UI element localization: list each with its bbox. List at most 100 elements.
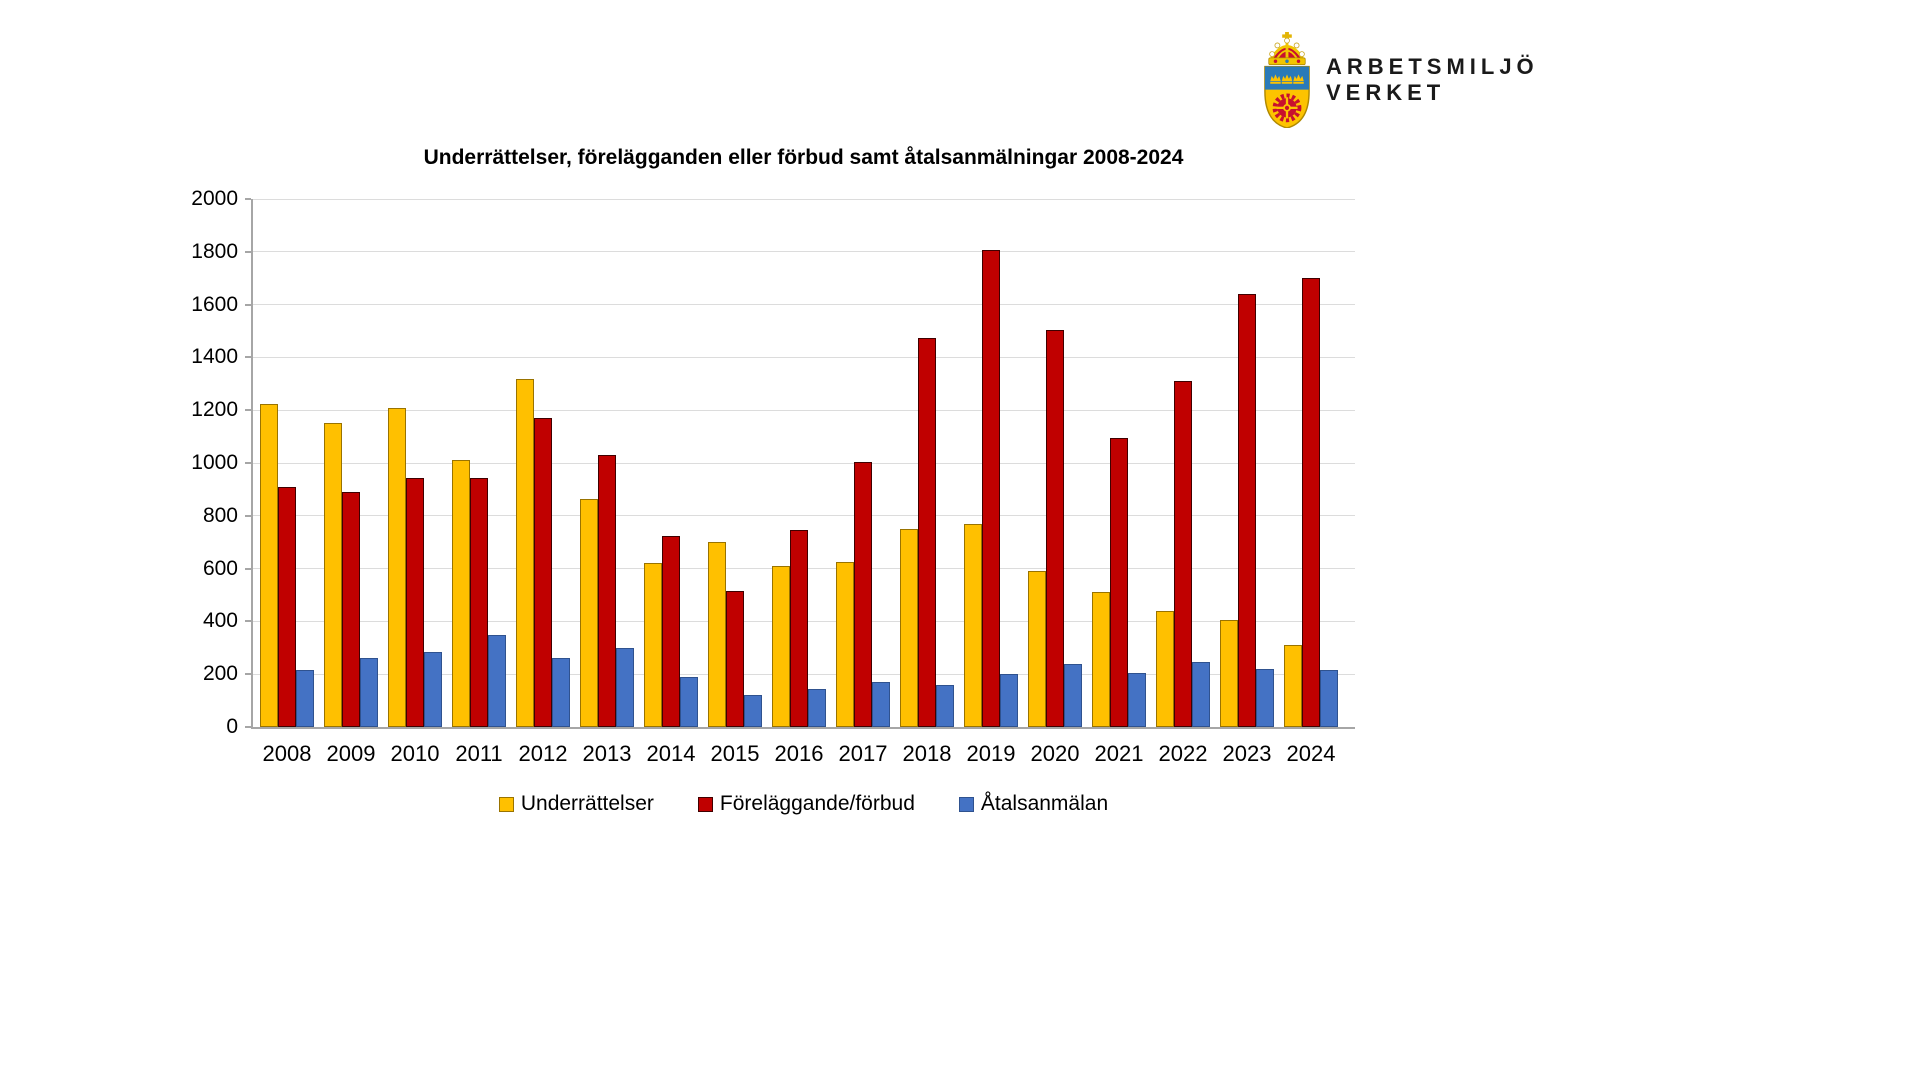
x-axis-label-2011: 2011 (455, 741, 503, 766)
x-axis-label-2021: 2021 (1094, 741, 1144, 766)
bar-f-rel-ggande-f-rbud-2018 (918, 338, 936, 727)
y-axis-label-1400: 1400 (191, 345, 238, 369)
legend-item--talsanm-lan: Åtalsanmälan (958, 792, 1109, 816)
y-axis-line (251, 199, 253, 729)
bar--talsanm-lan-2024 (1320, 670, 1338, 727)
x-axis-label-2014: 2014 (646, 741, 696, 766)
bar-f-rel-ggande-f-rbud-2020 (1046, 330, 1064, 727)
gridline-1800 (252, 251, 1355, 253)
x-axis-label-2008: 2008 (262, 741, 312, 766)
bar--talsanm-lan-2019 (1000, 674, 1018, 727)
bar-underr-ttelser-2018 (900, 529, 918, 727)
bar-f-rel-ggande-f-rbud-2016 (790, 530, 808, 727)
y-axis-tick-2000 (245, 198, 251, 200)
bar-f-rel-ggande-f-rbud-2014 (662, 536, 680, 727)
bar--talsanm-lan-2022 (1192, 662, 1210, 727)
coat-of-arms-icon (1264, 32, 1310, 128)
bar-f-rel-ggande-f-rbud-2021 (1110, 438, 1128, 727)
legend-label-underr-ttelser: Underrättelser (520, 792, 654, 815)
bar-underr-ttelser-2013 (580, 499, 598, 727)
bar-underr-ttelser-2019 (964, 524, 982, 727)
bar--talsanm-lan-2011 (488, 635, 506, 727)
legend-swatch--talsanm-lan (958, 796, 974, 812)
x-axis-line (252, 727, 1355, 729)
bar-f-rel-ggande-f-rbud-2008 (278, 487, 296, 727)
bar-f-rel-ggande-f-rbud-2023 (1238, 294, 1256, 727)
bar-underr-ttelser-2008 (260, 404, 278, 727)
y-axis-tick-1200 (245, 409, 251, 412)
bar--talsanm-lan-2018 (936, 685, 954, 727)
chart-legend: Underrättelser Föreläggande/förbud Åtalsan… (252, 792, 1355, 816)
legend-swatch-underr-ttelser (498, 796, 514, 812)
x-axis-label-2024: 2024 (1286, 741, 1336, 766)
y-axis-tick-400 (245, 620, 251, 623)
arbetsmiljoverket-logo: ARBETSMILJÖ VERKET (1258, 32, 1539, 128)
bar-f-rel-ggande-f-rbud-2022 (1174, 381, 1192, 727)
x-axis-label-2016: 2016 (774, 741, 824, 766)
bar--talsanm-lan-2010 (424, 652, 442, 727)
x-axis-label-2022: 2022 (1158, 741, 1208, 766)
bar-underr-ttelser-2010 (388, 408, 406, 727)
bar-f-rel-ggande-f-rbud-2010 (406, 478, 424, 727)
y-axis-label-0: 0 (226, 715, 238, 738)
y-axis-label-2000: 2000 (191, 187, 238, 210)
gridline-1000 (252, 462, 1355, 464)
bar--talsanm-lan-2015 (744, 695, 762, 727)
bar-underr-ttelser-2020 (1028, 571, 1046, 727)
bar-underr-ttelser-2023 (1220, 620, 1238, 727)
legend-label-f-rel-ggande-f-rbud: Föreläggande/förbud (719, 792, 915, 815)
y-axis-tick-200 (245, 673, 251, 676)
bar-underr-ttelser-2011 (452, 460, 470, 727)
x-axis-label-2012: 2012 (518, 741, 568, 766)
x-axis-label-2019: 2019 (966, 741, 1016, 766)
bar-underr-ttelser-2009 (324, 423, 342, 727)
x-axis-label-2020: 2020 (1030, 741, 1080, 766)
bar-underr-ttelser-2015 (708, 542, 726, 727)
y-axis-tick-600 (245, 567, 251, 570)
chart-title: Underrättelser, förelägganden eller förb… (423, 146, 1184, 169)
x-axis-label-2010: 2010 (390, 741, 440, 766)
bar-underr-ttelser-2022 (1156, 611, 1174, 727)
y-axis-label-600: 600 (202, 556, 238, 580)
x-axis-label-2023: 2023 (1222, 741, 1272, 766)
x-axis-label-2009: 2009 (326, 741, 376, 766)
x-axis-label-2015: 2015 (710, 741, 760, 766)
y-axis-tick-1600 (245, 303, 251, 306)
bar--talsanm-lan-2012 (552, 658, 570, 727)
legend-label--talsanm-lan: Åtalsanmälan (980, 792, 1109, 815)
y-axis-label-1000: 1000 (191, 451, 238, 474)
x-axis-label-2017: 2017 (838, 741, 888, 766)
y-axis-tick-1000 (245, 462, 251, 464)
gridline-1200 (252, 409, 1355, 411)
bar--talsanm-lan-2023 (1256, 669, 1274, 727)
bar--talsanm-lan-2020 (1064, 664, 1082, 727)
y-axis-label-800: 800 (202, 503, 238, 527)
logo-line2: VERKET (1326, 80, 1446, 105)
y-axis-label-1600: 1600 (191, 292, 238, 316)
y-axis-label-1800: 1800 (191, 239, 238, 263)
legend-item-f-rel-ggande-f-rbud: Föreläggande/förbud (697, 792, 915, 816)
bar-f-rel-ggande-f-rbud-2015 (726, 591, 744, 727)
bar-underr-ttelser-2017 (836, 562, 854, 727)
bar--talsanm-lan-2021 (1128, 673, 1146, 727)
x-axis-label-2018: 2018 (902, 741, 952, 766)
y-axis-label-1200: 1200 (191, 398, 238, 422)
bar-f-rel-ggande-f-rbud-2009 (342, 492, 360, 727)
bar--talsanm-lan-2013 (616, 648, 634, 727)
y-axis-tick-0 (245, 726, 251, 728)
bar--talsanm-lan-2017 (872, 682, 890, 727)
gridline-1400 (252, 356, 1355, 358)
bar-f-rel-ggande-f-rbud-2019 (982, 250, 1000, 727)
bar-f-rel-ggande-f-rbud-2017 (854, 462, 872, 727)
bar-underr-ttelser-2016 (772, 566, 790, 727)
bar-underr-ttelser-2021 (1092, 592, 1110, 727)
bar-f-rel-ggande-f-rbud-2013 (598, 455, 616, 727)
bar-underr-ttelser-2014 (644, 563, 662, 727)
bar-underr-ttelser-2012 (516, 379, 534, 727)
gridline-800 (252, 515, 1355, 517)
y-axis-label-400: 400 (202, 609, 238, 633)
y-axis-tick-1800 (245, 250, 251, 253)
gridline-2000 (252, 198, 1355, 200)
bar--talsanm-lan-2014 (680, 677, 698, 727)
